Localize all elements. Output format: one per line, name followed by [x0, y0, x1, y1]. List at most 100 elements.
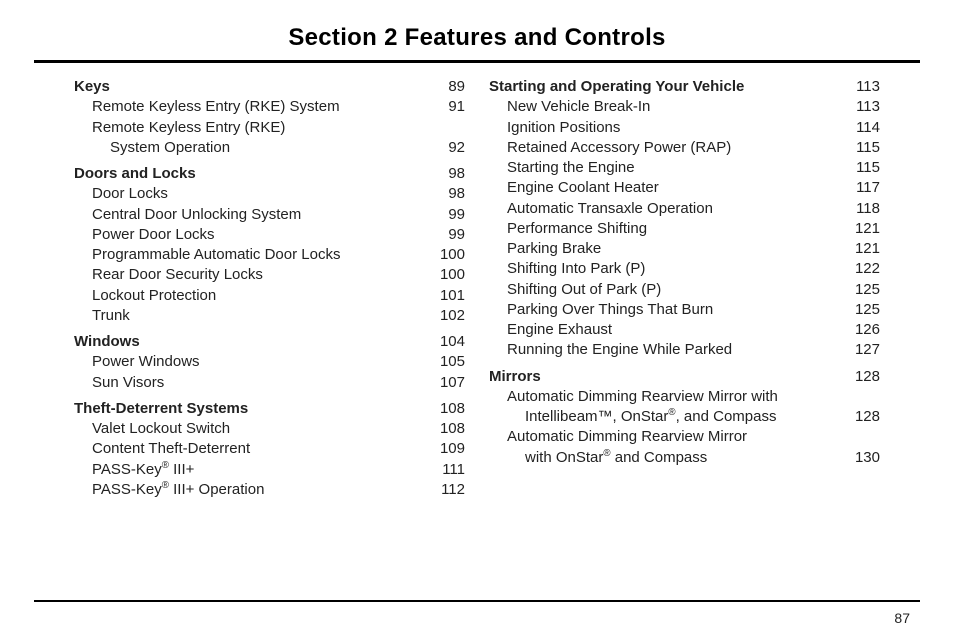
toc-item-row: Sun Visors 107 — [74, 373, 465, 393]
toc-item-row: Retained Accessory Power (RAP) 115 — [489, 138, 880, 158]
toc-item-label: Engine Coolant Heater — [507, 178, 659, 198]
toc-page-number: 91 — [444, 97, 465, 117]
bottom-rule — [34, 600, 920, 602]
toc-page-number: 107 — [436, 373, 465, 393]
toc-page-number: 112 — [437, 480, 465, 500]
toc-page-number: 100 — [436, 265, 465, 285]
toc-page-number: 127 — [851, 340, 880, 360]
toc-page-number: 125 — [851, 300, 880, 320]
toc-item-row: Programmable Automatic Door Locks 100 — [74, 245, 465, 265]
toc-item-label: Content Theft-Deterrent — [92, 439, 250, 459]
toc-item-label: PASS-Key® III+ — [92, 460, 194, 480]
toc-page-number: 117 — [852, 178, 880, 198]
toc-item-continuation: Remote Keyless Entry (RKE) — [74, 118, 465, 138]
toc-item-label: Performance Shifting — [507, 219, 647, 239]
toc-page-number: 98 — [444, 164, 465, 184]
page-number: 87 — [894, 610, 910, 626]
toc-page-number: 102 — [436, 306, 465, 326]
toc-page-number: 99 — [444, 205, 465, 225]
toc-item-label: Engine Exhaust — [507, 320, 612, 340]
toc-heading-label: Windows — [74, 332, 140, 352]
toc-heading-row: Windows 104 — [74, 332, 465, 352]
toc-item-row: New Vehicle Break-In 113 — [489, 97, 880, 117]
toc-item-label: Retained Accessory Power (RAP) — [507, 138, 731, 158]
toc-page-number: 105 — [436, 352, 465, 372]
toc-item-label: Trunk — [92, 306, 130, 326]
toc-item-label: Power Windows — [92, 352, 200, 372]
toc-item-row: Ignition Positions 114 — [489, 118, 880, 138]
toc-item-label: Automatic Transaxle Operation — [507, 199, 713, 219]
columns: Keys 89Remote Keyless Entry (RKE) System… — [34, 77, 920, 506]
toc-page-number: 104 — [436, 332, 465, 352]
section-title: Section 2 Features and Controls — [34, 24, 920, 52]
toc-item-row: Central Door Unlocking System 99 — [74, 205, 465, 225]
toc-item-row: Parking Over Things That Burn 125 — [489, 300, 880, 320]
toc-page-number: 121 — [851, 239, 880, 259]
toc-heading-row: Starting and Operating Your Vehicle 113 — [489, 77, 880, 97]
toc-item-label: Door Locks — [92, 184, 168, 204]
toc-group: Mirrors 128Automatic Dimming Rearview Mi… — [489, 367, 880, 468]
toc-page-number: 130 — [851, 448, 880, 468]
toc-page-number: 108 — [436, 419, 465, 439]
toc-heading-label: Starting and Operating Your Vehicle — [489, 77, 744, 97]
toc-heading-label: Doors and Locks — [74, 164, 196, 184]
toc-item-row: Parking Brake 121 — [489, 239, 880, 259]
toc-item-row: System Operation 92 — [74, 138, 465, 158]
toc-item-row: Rear Door Security Locks 100 — [74, 265, 465, 285]
toc-item-label: Ignition Positions — [507, 118, 620, 138]
toc-item-row: Automatic Transaxle Operation 118 — [489, 199, 880, 219]
toc-item-label: System Operation — [110, 138, 230, 158]
toc-group: Theft-Deterrent Systems 108Valet Lockout… — [74, 399, 465, 500]
toc-page-number: 115 — [852, 158, 880, 178]
toc-page-number: 109 — [436, 439, 465, 459]
toc-page-number: 128 — [851, 367, 880, 387]
toc-item-label: Programmable Automatic Door Locks — [92, 245, 340, 265]
toc-item-row: Shifting Out of Park (P) 125 — [489, 280, 880, 300]
toc-item-label: Intellibeam™, OnStar®, and Compass — [525, 407, 776, 427]
toc-page-number: 126 — [851, 320, 880, 340]
toc-item-label: with OnStar® and Compass — [525, 448, 707, 468]
toc-heading-row: Mirrors 128 — [489, 367, 880, 387]
toc-item-label: Central Door Unlocking System — [92, 205, 301, 225]
toc-item-label: Running the Engine While Parked — [507, 340, 732, 360]
toc-group: Keys 89Remote Keyless Entry (RKE) System… — [74, 77, 465, 158]
toc-page-number: 100 — [436, 245, 465, 265]
toc-page-number: 92 — [444, 138, 465, 158]
toc-item-row: Performance Shifting 121 — [489, 219, 880, 239]
toc-group: Starting and Operating Your Vehicle 113N… — [489, 77, 880, 361]
toc-item-row: Intellibeam™, OnStar®, and Compass 128 — [489, 407, 880, 427]
toc-heading-label: Keys — [74, 77, 110, 97]
toc-item-label: Parking Over Things That Burn — [507, 300, 713, 320]
toc-page-number: 113 — [852, 77, 880, 97]
toc-heading-label: Theft-Deterrent Systems — [74, 399, 248, 419]
toc-group: Windows 104Power Windows 105Sun Visors 1… — [74, 332, 465, 393]
toc-item-row: Door Locks 98 — [74, 184, 465, 204]
toc-item-row: Shifting Into Park (P) 122 — [489, 259, 880, 279]
toc-item-row: Power Door Locks 99 — [74, 225, 465, 245]
toc-heading-row: Keys 89 — [74, 77, 465, 97]
toc-item-row: Engine Exhaust 126 — [489, 320, 880, 340]
toc-item-row: Content Theft-Deterrent 109 — [74, 439, 465, 459]
toc-item-row: PASS-Key® III+ Operation 112 — [74, 480, 465, 500]
toc-page-number: 89 — [444, 77, 465, 97]
toc-item-label: Shifting Out of Park (P) — [507, 280, 661, 300]
toc-item-row: Power Windows 105 — [74, 352, 465, 372]
toc-item-row: Trunk 102 — [74, 306, 465, 326]
toc-page-number: 98 — [444, 184, 465, 204]
toc-item-row: Engine Coolant Heater 117 — [489, 178, 880, 198]
toc-left-column: Keys 89Remote Keyless Entry (RKE) System… — [74, 77, 465, 506]
toc-page-number: 99 — [444, 225, 465, 245]
toc-item-row: Starting the Engine 115 — [489, 158, 880, 178]
top-rule — [34, 60, 920, 63]
toc-heading-label: Mirrors — [489, 367, 541, 387]
toc-page-number: 125 — [851, 280, 880, 300]
toc-item-continuation: Automatic Dimming Rearview Mirror — [489, 427, 880, 447]
toc-page-number: 113 — [852, 97, 880, 117]
toc-item-row: Lockout Protection 101 — [74, 286, 465, 306]
toc-item-row: Remote Keyless Entry (RKE) System 91 — [74, 97, 465, 117]
toc-page-number: 108 — [436, 399, 465, 419]
toc-item-label: Remote Keyless Entry (RKE) System — [92, 97, 340, 117]
toc-page-number: 111 — [438, 460, 465, 480]
toc-page-number: 115 — [852, 138, 880, 158]
toc-item-continuation: Automatic Dimming Rearview Mirror with — [489, 387, 880, 407]
